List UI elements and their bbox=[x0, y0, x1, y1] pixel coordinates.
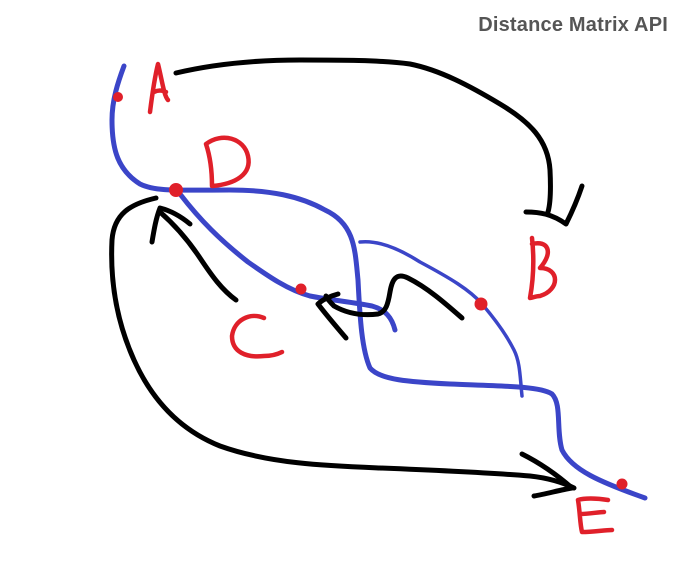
marker-e bbox=[616, 478, 628, 490]
arrow-d-to-e-head bbox=[519, 451, 575, 499]
road-main bbox=[109, 63, 648, 501]
arrow-b-to-c bbox=[323, 273, 465, 321]
point-label-c: C bbox=[229, 313, 285, 359]
marker-a bbox=[113, 92, 123, 102]
point-label-e: E bbox=[575, 496, 615, 535]
marker-c bbox=[295, 283, 307, 295]
arrow-a-to-b-head bbox=[523, 183, 585, 227]
arrow-b-to-c-head bbox=[315, 291, 349, 341]
arrow-c-to-d-head bbox=[149, 205, 193, 245]
page-title: Distance Matrix API bbox=[478, 14, 668, 36]
arrow-a-to-b bbox=[173, 57, 553, 215]
marker-b bbox=[474, 297, 488, 311]
road-upper-arc bbox=[358, 239, 524, 398]
point-label-a: A bbox=[147, 61, 171, 115]
road-diagonal bbox=[177, 191, 398, 333]
marker-d bbox=[169, 183, 183, 197]
letter-e-glyph bbox=[575, 496, 615, 535]
point-markers bbox=[113, 92, 628, 490]
arrow-c-to-d bbox=[157, 209, 239, 303]
travel-arrows bbox=[109, 57, 585, 499]
point-label-d: D bbox=[203, 135, 251, 189]
letter-d-glyph bbox=[203, 135, 251, 189]
letter-a-glyph bbox=[147, 61, 171, 115]
point-label-b: B bbox=[527, 235, 558, 301]
letter-c-glyph bbox=[229, 313, 285, 359]
arrow-d-to-e bbox=[109, 195, 577, 491]
letter-b-glyph bbox=[527, 235, 558, 301]
